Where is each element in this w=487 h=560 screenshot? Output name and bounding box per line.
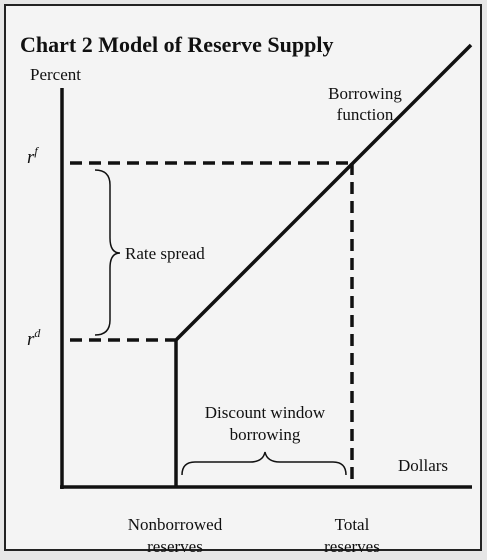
frame: [4, 4, 482, 551]
borrowing-line: [173, 43, 473, 343]
title: Chart 2 Model of Reserve Supply: [20, 32, 333, 57]
borrowing-function-label: Borrowing: [328, 84, 402, 103]
rate-spread-brace: [94, 169, 121, 336]
y-axis-label: Percent: [30, 65, 81, 84]
borrowing-function-label: function: [337, 105, 394, 124]
nonborrowed-label: Nonborrowed: [128, 515, 223, 534]
total-reserves-label: reserves: [324, 537, 380, 555]
rd-label: rd: [27, 326, 41, 350]
supply-curve: [173, 43, 473, 487]
rate-spread-label: Rate spread: [125, 244, 205, 263]
discount-window-label: Discount window: [205, 403, 326, 422]
axes: [60, 88, 472, 489]
discount-window-label: borrowing: [230, 425, 301, 444]
x-axis-label: Dollars: [398, 456, 448, 475]
discount-window-brace: [181, 451, 347, 476]
dashed-guides: [70, 161, 354, 480]
nonborrowed-label: reserves: [147, 537, 203, 555]
rf-label: rf: [27, 144, 39, 168]
total-reserves-label: Total: [335, 515, 370, 534]
